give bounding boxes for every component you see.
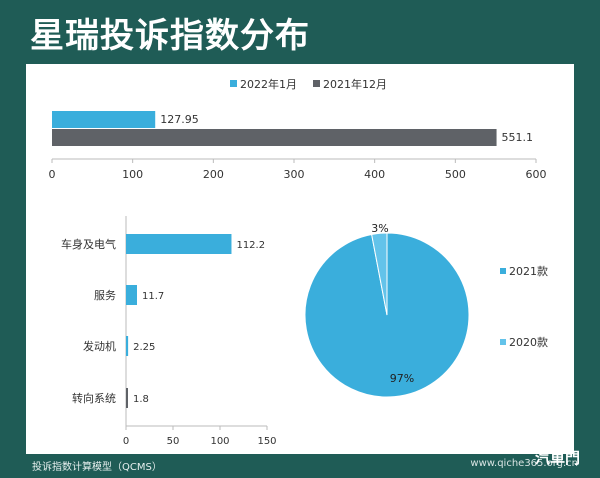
bar-value-label-1: 11.7 — [142, 291, 164, 302]
left-x-tick-label-3: 150 — [257, 436, 276, 447]
top-bar-label-0: 127.95 — [160, 113, 199, 126]
top-x-tick-label-1: 100 — [122, 168, 143, 181]
top-x-tick-label-4: 400 — [364, 168, 385, 181]
left-x-tick-label-0: 0 — [123, 436, 129, 447]
bar-value-label-0: 112.2 — [236, 240, 265, 251]
page-title: 星瑞投诉指数分布 — [30, 16, 310, 56]
bar-0 — [126, 234, 232, 254]
top-x-tick-label-5: 500 — [445, 168, 466, 181]
bar-value-label-3: 1.8 — [133, 394, 149, 405]
bar-3 — [126, 388, 128, 408]
legend-label-1: 2021年12月 — [323, 77, 387, 91]
bar-1 — [126, 285, 137, 305]
pie-slice-1 — [371, 232, 388, 316]
top-x-tick-label-2: 200 — [203, 168, 224, 181]
pie-legend-swatch-1 — [500, 339, 506, 345]
category-label-0: 车身及电气 — [61, 237, 116, 251]
legend-label-0: 2022年1月 — [240, 77, 297, 91]
left-x-tick-label-1: 50 — [167, 436, 180, 447]
category-label-2: 发动机 — [83, 339, 116, 353]
footer-url: www.qiche365.org.cn — [470, 458, 578, 469]
pie-legend-label-1: 2020款 — [509, 335, 548, 349]
charts-svg: 2022年1月 2021年12月 127.95 551.1 0 100 200 300 400 5… — [49, 77, 549, 447]
top-x-tick-label-6: 600 — [526, 168, 547, 181]
pie-label-0: 97% — [390, 372, 414, 385]
top-bar-label-1: 551.1 — [502, 131, 533, 144]
pie-label-1: 3% — [371, 222, 388, 235]
category-label-1: 服务 — [94, 289, 116, 302]
top-bar-0 — [52, 111, 156, 128]
top-x-tick-label-3: 300 — [284, 168, 305, 181]
top-x-tick-label-0: 0 — [49, 168, 56, 181]
bar-value-label-2: 2.25 — [133, 342, 155, 353]
category-label-3: 转向系统 — [72, 391, 116, 405]
left-x-tick-label-2: 100 — [210, 436, 229, 447]
top-bar-1 — [52, 129, 497, 146]
bar-2 — [126, 336, 129, 356]
brand-logo: 汽車門 — [534, 449, 580, 467]
legend-swatch-1 — [313, 80, 320, 87]
footer-note: 投诉指数计算模型（QCMS） — [32, 462, 162, 473]
pie-legend-label-0: 2021款 — [509, 264, 548, 278]
legend-swatch-0 — [230, 80, 237, 87]
chart-panel: 2022年1月 2021年12月 127.95 551.1 0 100 200 300 400 5… — [26, 64, 574, 454]
pie-legend-swatch-0 — [500, 268, 506, 274]
